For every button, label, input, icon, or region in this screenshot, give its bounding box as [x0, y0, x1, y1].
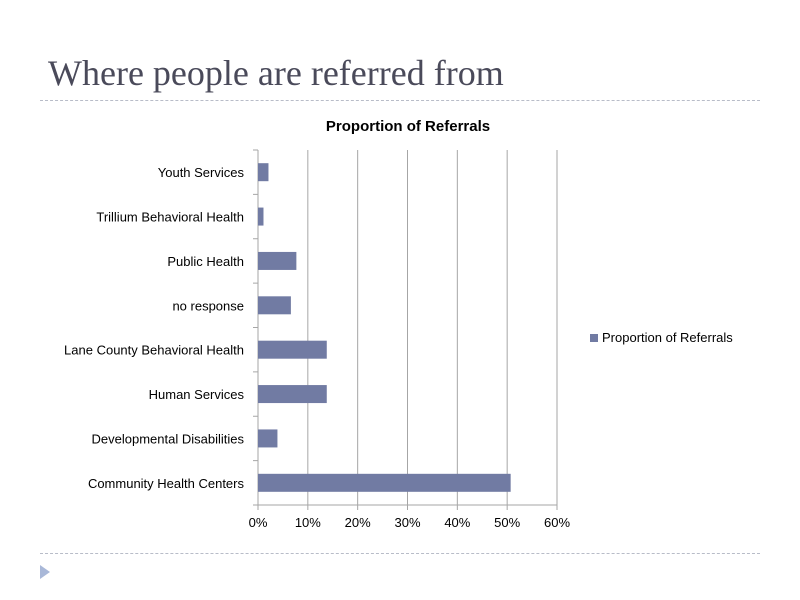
category-label: Community Health Centers	[88, 476, 245, 491]
x-tick-label: 50%	[494, 515, 520, 530]
slide-title: Where people are referred from	[48, 53, 504, 93]
x-tick-label: 60%	[544, 515, 570, 530]
category-label: Trillium Behavioral Health	[96, 210, 244, 225]
x-tick-label: 0%	[249, 515, 268, 530]
legend-label: Proportion of Referrals	[602, 330, 733, 345]
x-tick-label: 40%	[444, 515, 470, 530]
category-label: Human Services	[149, 387, 245, 402]
x-tick-label: 20%	[345, 515, 371, 530]
category-label: Developmental Disabilities	[92, 431, 245, 446]
bullet-triangle-icon	[40, 565, 50, 579]
category-label: Public Health	[167, 254, 244, 269]
bar	[258, 429, 278, 448]
bar	[258, 251, 297, 270]
bar	[258, 473, 511, 492]
legend: Proportion of Referrals	[590, 330, 733, 345]
bar	[258, 163, 269, 182]
bar	[258, 296, 291, 315]
category-label: Youth Services	[158, 165, 245, 180]
category-label: Lane County Behavioral Health	[64, 343, 244, 358]
footer-divider	[40, 553, 760, 554]
chart-title: Proportion of Referrals	[325, 118, 491, 135]
title-divider	[40, 100, 760, 101]
legend-swatch	[590, 333, 598, 342]
bar	[258, 340, 327, 359]
bar	[258, 385, 327, 404]
x-tick-label: 10%	[295, 515, 321, 530]
category-label: no response	[172, 298, 244, 313]
x-tick-label: 30%	[394, 515, 420, 530]
bar	[258, 207, 264, 226]
